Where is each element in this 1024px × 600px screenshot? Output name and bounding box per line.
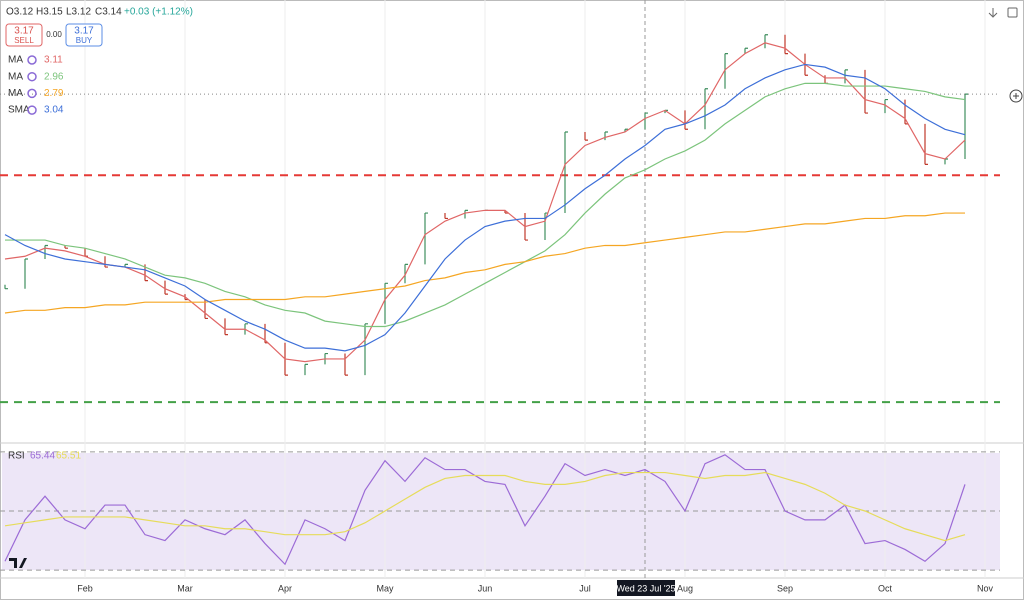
- x-tick-label: Oct: [878, 583, 893, 593]
- price-bar: [644, 112, 648, 130]
- price-bar: [564, 131, 568, 214]
- sell-button[interactable]: [5, 23, 43, 47]
- price-bar: [384, 282, 388, 324]
- price-bar: [604, 131, 608, 141]
- spread: 0.00: [46, 30, 62, 39]
- sell-price[interactable]: 3.17: [14, 26, 34, 37]
- series-line: [4, 471, 966, 542]
- crosshair-label: Wed 23 Jul '25: [616, 583, 675, 593]
- x-tick-label: Jul: [579, 583, 591, 593]
- x-tick-label: Nov: [977, 583, 994, 593]
- price-bar: [764, 34, 768, 49]
- change: +0.03 (+1.12%): [124, 7, 193, 18]
- legend-icon: [27, 71, 37, 82]
- collapse-icon[interactable]: [988, 8, 998, 18]
- price-bar: [4, 284, 8, 290]
- legend-value: 2.79: [44, 88, 64, 99]
- x-tick-label: Feb: [77, 583, 93, 593]
- add-icon[interactable]: [1013, 93, 1019, 99]
- price-bar: [444, 213, 448, 220]
- legend-icon: [27, 105, 37, 115]
- price-bar: [424, 212, 428, 265]
- series-line: [4, 454, 966, 566]
- buy-label[interactable]: BUY: [76, 36, 93, 45]
- legend-name: SMA: [8, 105, 30, 116]
- x-tick-label: Mar: [177, 583, 193, 593]
- price-bar: [844, 69, 848, 84]
- maximize-icon[interactable]: [1007, 7, 1018, 18]
- price-bar: [104, 256, 108, 268]
- logo: [9, 558, 27, 568]
- price-bar: [344, 353, 348, 376]
- x-tick-label: Jun: [478, 583, 493, 593]
- legend-name: MA: [8, 71, 23, 82]
- x-tick-label: May: [376, 583, 394, 593]
- series-line: [4, 212, 965, 314]
- price-bar: [304, 363, 308, 376]
- price-bar: [464, 209, 468, 219]
- crosshair-label-box: [617, 580, 675, 596]
- price-bar: [684, 110, 688, 130]
- legend-value: 65.51: [56, 451, 81, 462]
- price-bar: [864, 69, 868, 114]
- price-bar: [784, 34, 788, 55]
- series-line: [5, 82, 966, 328]
- x-tick-label: Apr: [278, 583, 292, 593]
- price-bar: [744, 47, 748, 54]
- legend-name: MA: [8, 88, 23, 99]
- sell-label[interactable]: SELL: [14, 36, 34, 45]
- series-line: [4, 63, 966, 352]
- price-bar: [164, 280, 168, 295]
- price-bar: [584, 131, 588, 141]
- price-bar: [24, 258, 28, 289]
- legend-icon: [27, 88, 37, 99]
- legend-value: 3.11: [44, 55, 63, 66]
- price-bar: [964, 93, 968, 160]
- low: L3.12: [66, 7, 91, 18]
- legend-icon: [27, 55, 37, 65]
- price-bar: [924, 123, 928, 166]
- legend-value: 2.96: [44, 71, 64, 82]
- price-bar: [704, 88, 708, 130]
- header: O3.12 H3.15 L3.12 C3.14 +0.03 (+1.12%) 3…: [5, 7, 193, 47]
- high: H3.15: [36, 7, 63, 18]
- legend-name: MA: [8, 55, 23, 66]
- panel-title: RSI: [8, 451, 25, 462]
- price-bar: [224, 318, 228, 336]
- close: C3.14: [95, 7, 122, 18]
- buy-price[interactable]: 3.17: [74, 26, 94, 37]
- legend-value: 65.44: [30, 451, 55, 462]
- buy-button[interactable]: [65, 23, 103, 47]
- x-tick-label: Aug: [677, 583, 693, 593]
- rsi-band: [2, 453, 1000, 570]
- open: O3.12: [6, 7, 34, 18]
- price-bar: [364, 323, 368, 376]
- x-tick-label: Sep: [777, 583, 793, 593]
- marks: MA 3.11 MA 2.96 MA 2.79 SMA 3.04 Feb Mar Apr May Jun…: [0, 0, 1000, 593]
- price-bar: [724, 53, 728, 89]
- price-bar: [884, 98, 888, 114]
- legend-value: 3.04: [44, 105, 64, 116]
